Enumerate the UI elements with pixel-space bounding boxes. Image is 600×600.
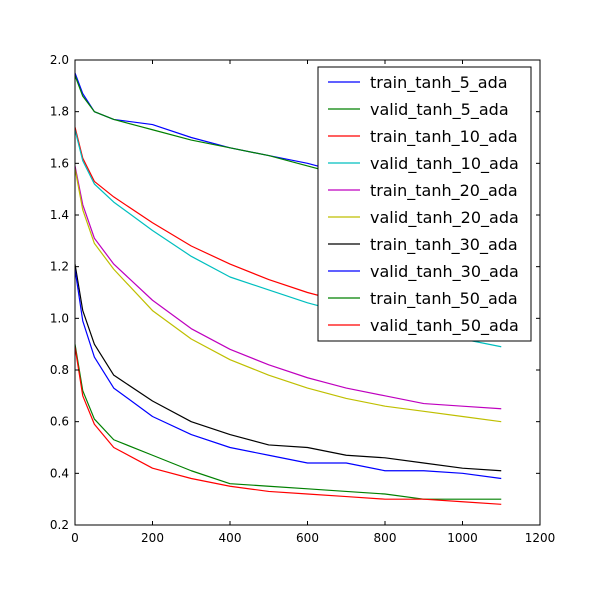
legend-entry-label: valid_tanh_10_ada (370, 154, 519, 174)
y-tick-label: 1.2 (50, 260, 69, 274)
series-line-train-tanh-50-ada (75, 344, 502, 500)
legend-box (317, 66, 532, 342)
x-tick-label: 0 (71, 531, 79, 545)
series-line-valid-tanh-30-ada (75, 269, 502, 480)
series-line-valid-tanh-50-ada (75, 346, 502, 505)
legend-entry-label: valid_tanh_50_ada (370, 316, 519, 336)
y-tick-label: 1.6 (50, 156, 69, 170)
legend: train_tanh_5_ada valid_tanh_5_ada train_ta… (317, 66, 532, 342)
legend-entry-label: valid_tanh_5_ada (370, 100, 509, 120)
legend-entry-label: valid_tanh_20_ada (370, 208, 519, 228)
series-layer (75, 72, 502, 505)
y-tick-label: 0.4 (50, 466, 69, 480)
plot-frame (74, 59, 541, 526)
legend-entry-label: train_tanh_30_ada (370, 235, 518, 255)
x-tick-label: 600 (296, 531, 319, 545)
x-tick-label: 800 (374, 531, 397, 545)
y-tick-label: 0.2 (50, 518, 69, 532)
x-tick-label: 1000 (447, 531, 478, 545)
y-tick-label: 1.4 (50, 208, 69, 222)
y-tick-label: 1.0 (50, 311, 69, 325)
legend-entry-label: train_tanh_5_ada (370, 73, 508, 93)
y-tick-label: 0.8 (50, 363, 69, 377)
x-tick-label: 200 (141, 531, 164, 545)
series-line-train-tanh-20-ada (75, 165, 502, 410)
legend-entry-label: valid_tanh_30_ada (370, 262, 519, 282)
legend-entry-label: train_tanh_10_ada (370, 127, 518, 147)
series-line-train-tanh-30-ada (75, 263, 502, 472)
series-line-valid-tanh-20-ada (75, 168, 502, 423)
x-tick-label: 1200 (525, 531, 556, 545)
axis-ticks: 0 200 400 600 800 1000 1200 0.2 0.4 0.6 0.8 1.0 1.2 1… (50, 53, 555, 545)
x-tick-label: 400 (219, 531, 242, 545)
legend-entry-label: train_tanh_50_ada (370, 289, 518, 309)
legend-entry-label: train_tanh_20_ada (370, 181, 518, 201)
y-tick-label: 0.6 (50, 415, 69, 429)
y-tick-label: 2.0 (50, 53, 69, 67)
y-tick-label: 1.8 (50, 105, 69, 119)
